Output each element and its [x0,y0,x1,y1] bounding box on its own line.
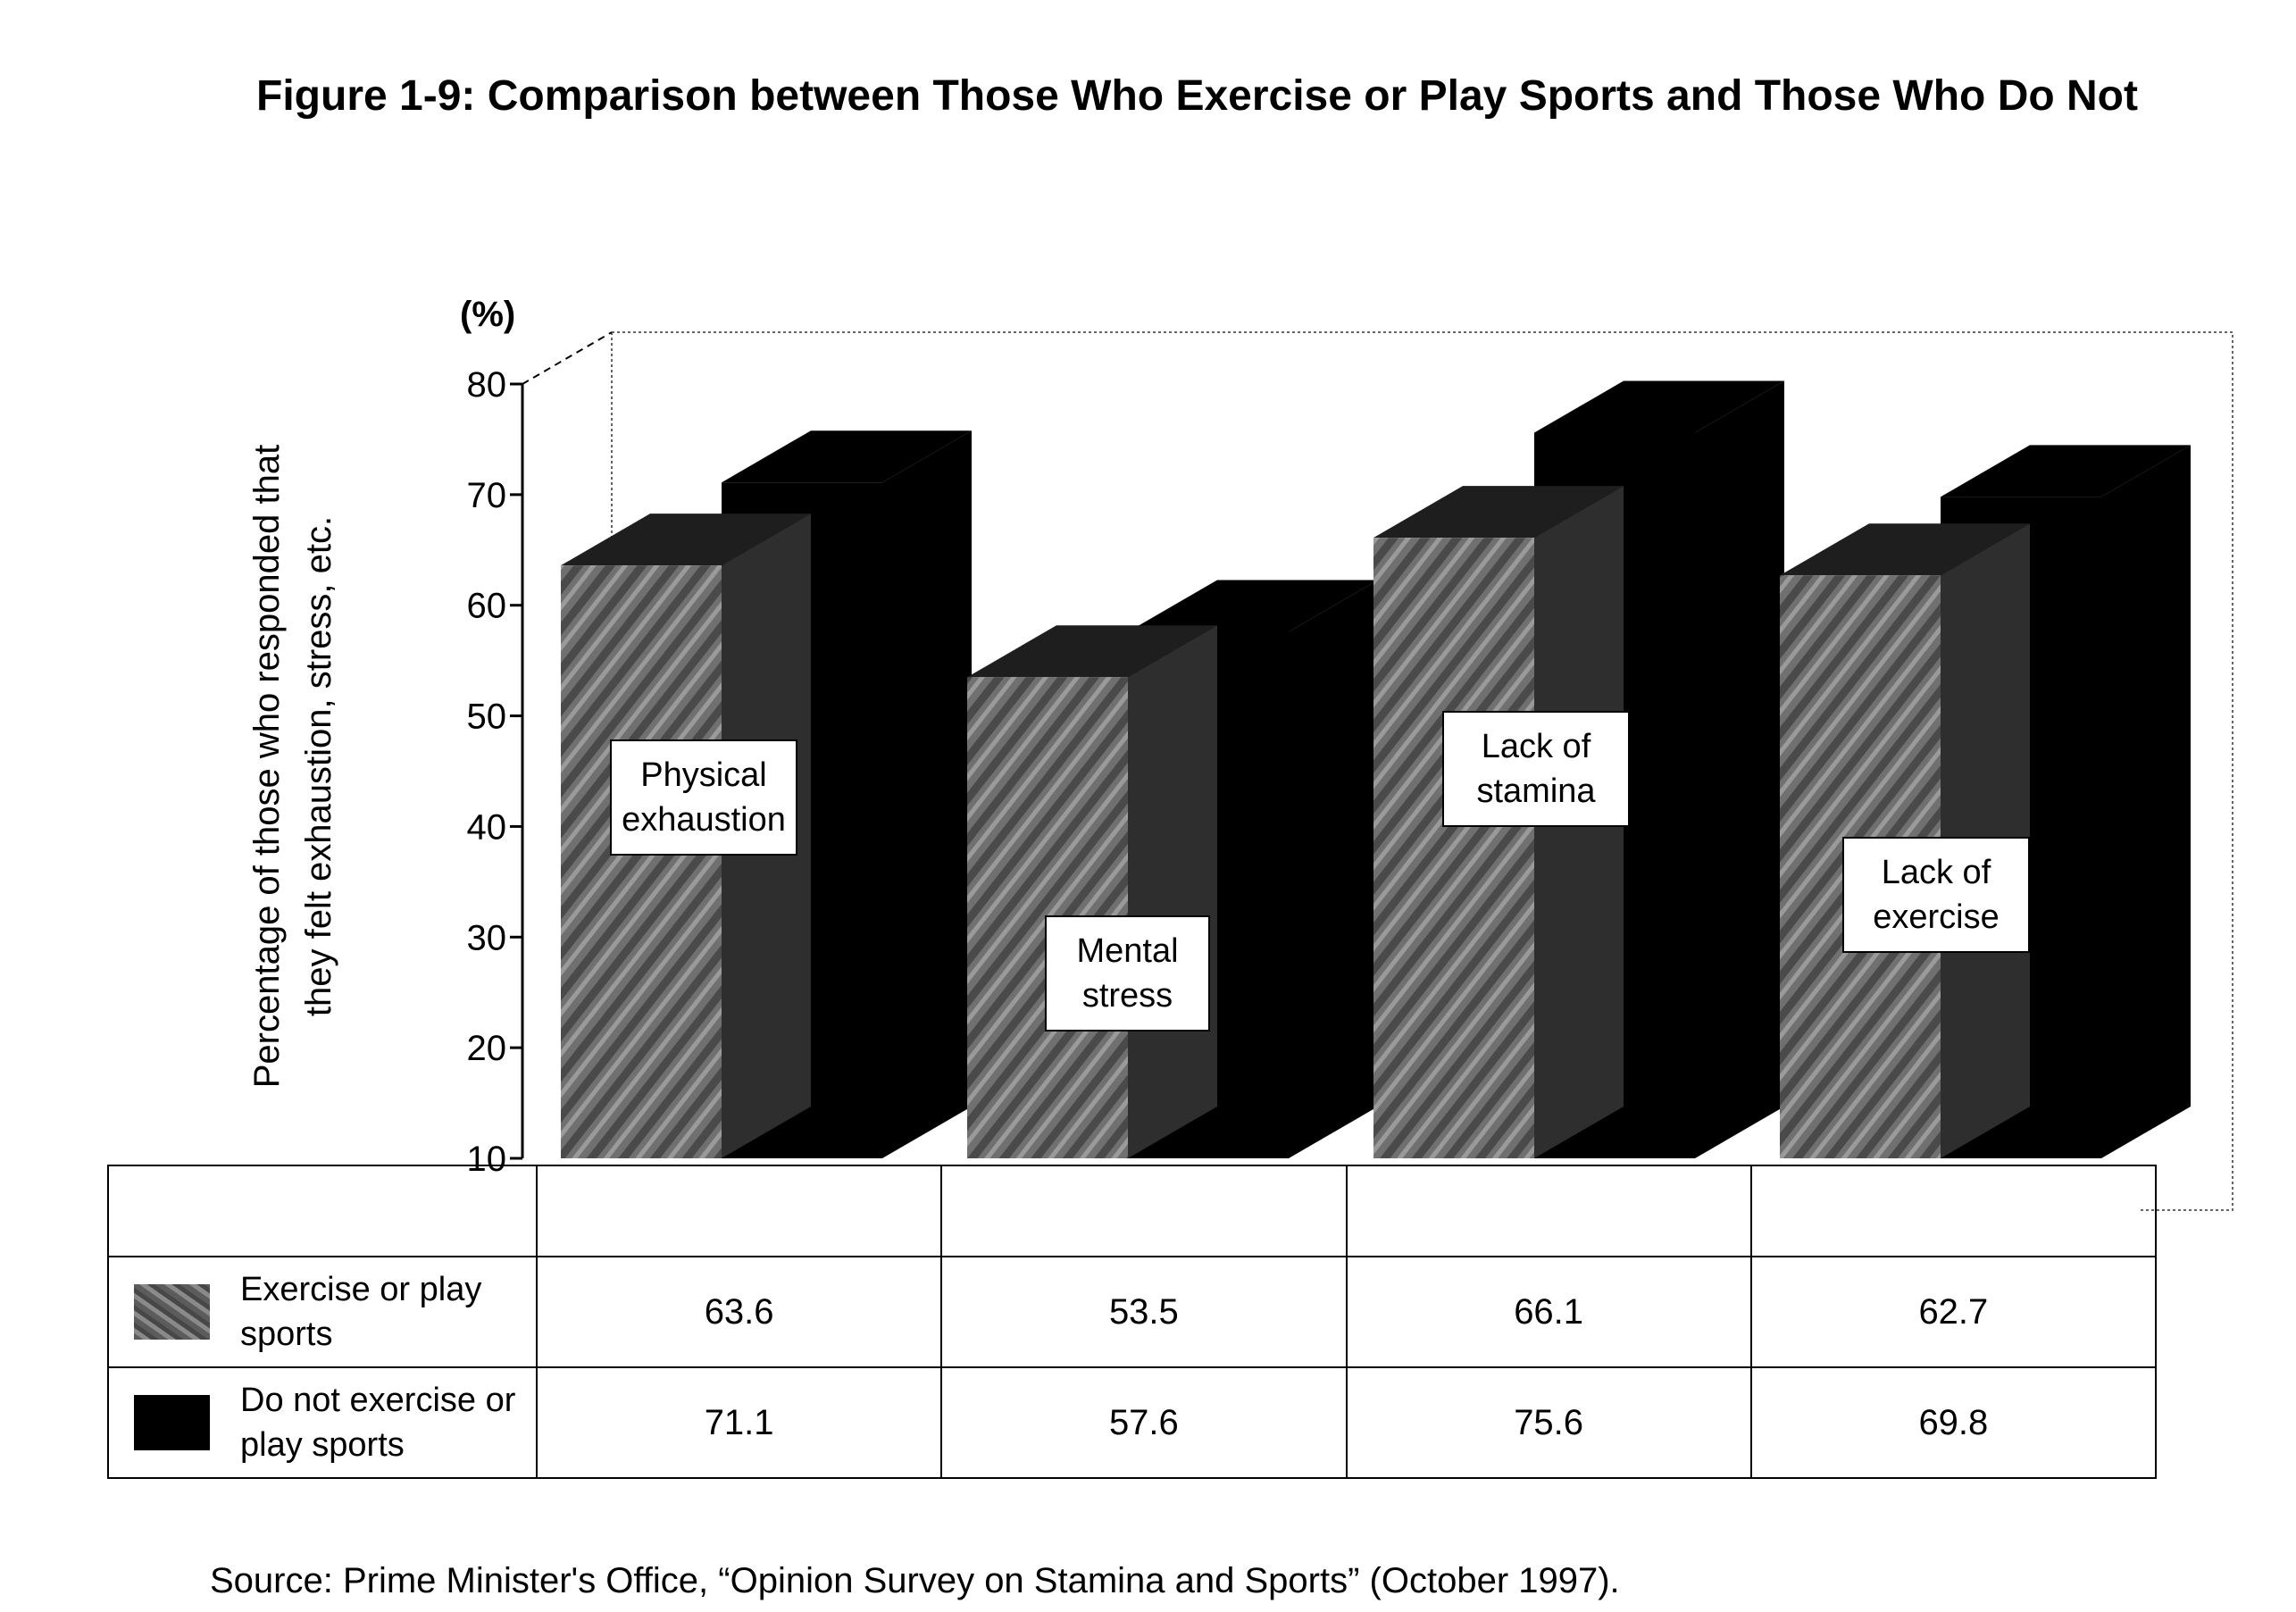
y-tick-label: 70 [467,476,507,515]
y-tick-label: 20 [467,1029,507,1068]
y-tick-label: 60 [467,587,507,626]
legend-label-no-exercise: Do not exercise or play sports [240,1378,515,1467]
category-label: Lack of exercise [1842,837,2030,953]
legend-label-line: Do not exercise or [240,1382,516,1419]
bar-top-face [1941,445,2191,497]
legend-label-line: sports [240,1315,333,1353]
category-label: Mental stress [1045,915,1210,1032]
table-header-row [107,1165,2158,1257]
y-axis-unit: (%) [460,295,516,334]
table-cell-value: 53.5 [940,1256,1348,1368]
y-tick-label: 40 [467,807,507,847]
table-row-exercise: Exercise or play sports 63.6 53.5 66.1 6… [107,1256,2158,1368]
bar-side-face [1128,625,1217,1158]
category-label-line: Mental [1076,932,1179,970]
legend-label-line: play sports [240,1426,405,1464]
table-cell-value: 57.6 [940,1366,1348,1479]
y-tick-label: 50 [467,697,507,737]
category-label-line: Lack of [1881,854,1991,891]
chart-title: Figure 1-9: Comparison between Those Who… [256,72,2138,120]
bar-side-face [1695,380,1784,1158]
table-cell-value: 75.6 [1345,1366,1752,1479]
bar-top-face [1373,486,1624,539]
category-label-line: Physical [640,756,767,794]
table-cell-value: 71.1 [535,1366,943,1479]
bar-front-face [1373,538,1534,1158]
category-label-text: Lack of exercise [1873,850,2000,940]
table-cell-value: 66.1 [1345,1256,1752,1368]
y-tick-label: 30 [467,918,507,957]
bar-front-face [561,565,722,1158]
bar-top-face [967,625,1217,678]
bar-top-face [1128,580,1378,632]
source-note: Source: Prime Minister's Office, “Opinio… [210,1561,1620,1600]
table-cell-value: 63.6 [535,1256,943,1368]
category-label-text: Physical exhaustion [622,753,786,842]
legend-swatch-no-exercise [134,1395,210,1450]
table-cell-value: 69.8 [1749,1366,2158,1479]
bar-side-face [1289,580,1378,1158]
category-label-line: exercise [1873,898,2000,936]
category-label-line: stamina [1476,773,1596,810]
bar-top-face [722,430,972,483]
table-corner-cell [107,1165,538,1257]
bars [561,380,2191,1158]
category-label-line: exhaustion [622,801,786,839]
legend-swatch-exercise [134,1284,210,1340]
table-header-cell [940,1165,1348,1257]
table-cell-value: 62.7 [1749,1256,2158,1368]
y-tick-label: 80 [467,365,507,405]
table-header-cell [535,1165,943,1257]
bar-exercise [967,625,1217,1158]
plot-back-frame [612,331,2233,1211]
category-label-text: Lack of stamina [1476,724,1595,814]
bar-top-face [561,514,811,566]
legend-entry-no-exercise: Do not exercise or play sports [107,1366,538,1479]
plot-top-diagonal [522,331,613,385]
bar-side-face [882,430,972,1158]
data-table: Exercise or play sports 63.6 53.5 66.1 6… [107,1165,2158,1479]
table-header-cell [1345,1165,1752,1257]
table-row-no-exercise: Do not exercise or play sports 71.1 57.6… [107,1366,2158,1479]
category-label-text: Mental stress [1076,929,1178,1018]
bar-side-face [2101,445,2191,1158]
category-label: Physical exhaustion [610,739,797,856]
legend-label-exercise: Exercise or play sports [240,1267,481,1357]
bar-top-face [1780,523,2030,576]
table-header-cell [1749,1165,2158,1257]
legend-label-line: Exercise or play [240,1271,482,1308]
category-label-line: stress [1081,977,1173,1015]
category-label: Lack of stamina [1442,711,1630,827]
legend-entry-exercise: Exercise or play sports [107,1256,538,1368]
category-label-line: Lack of [1481,728,1591,765]
bar-top-face [1534,380,1784,433]
